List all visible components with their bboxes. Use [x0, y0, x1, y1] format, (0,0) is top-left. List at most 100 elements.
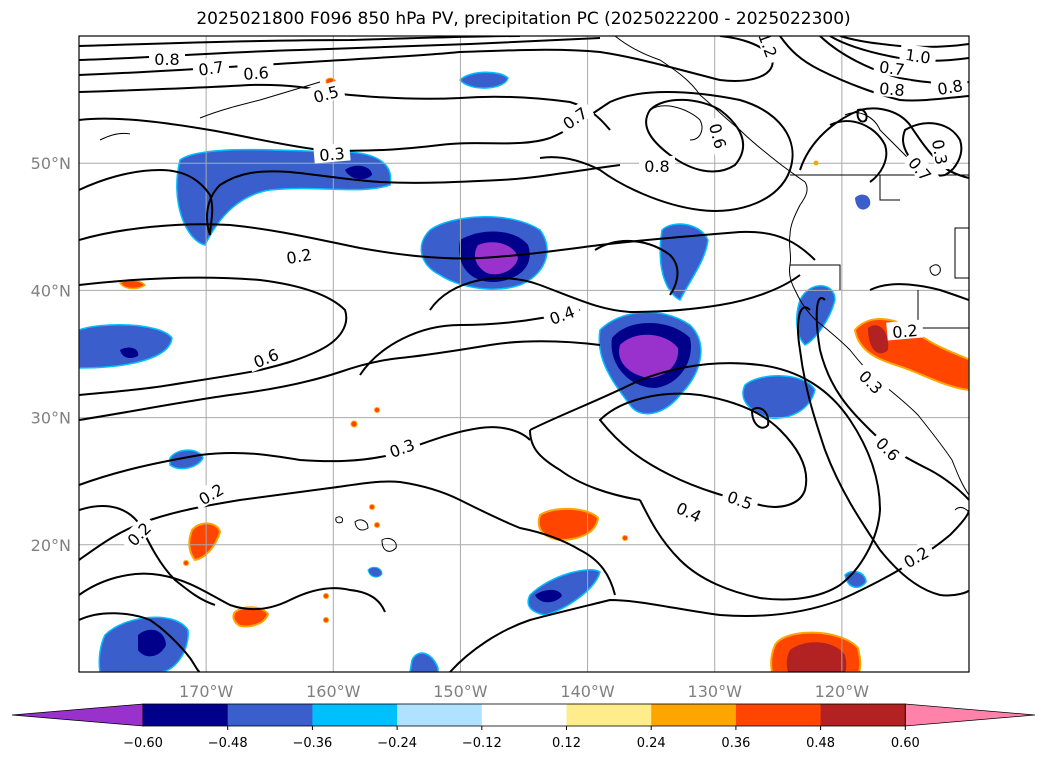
colorbar-tick-label: 0.48	[806, 736, 835, 751]
colorbar-tick-label: −0.24	[377, 736, 417, 751]
colorbar-extend-max	[904, 703, 1036, 727]
colorbar-tick-label: −0.36	[292, 736, 332, 751]
colorbar-segment	[397, 704, 483, 726]
contour-label: 0.8	[644, 157, 669, 176]
precip-area	[474, 242, 518, 275]
colorbar-segment	[227, 704, 313, 726]
contour-label-bg	[895, 539, 936, 573]
contour-label-bg	[245, 341, 286, 373]
colorbar-segment	[566, 704, 652, 726]
coastline	[649, 105, 703, 141]
map-frame	[78, 35, 970, 673]
precip-area	[323, 617, 329, 623]
contour-label-bg	[554, 99, 595, 135]
contour-label-bg	[720, 484, 761, 514]
precip-area	[409, 652, 439, 672]
contour-label-bg	[886, 319, 924, 341]
pv-contour	[856, 108, 868, 123]
contour-label-bg	[902, 148, 940, 188]
contour-label: 0.8	[154, 50, 179, 69]
precip-area	[622, 535, 628, 541]
pv-contour	[79, 505, 216, 606]
contour-label-bg	[873, 55, 912, 79]
graticule	[79, 36, 969, 672]
coastline	[381, 537, 397, 552]
pv-contour	[79, 612, 201, 672]
precip-shading-positive	[118, 77, 969, 672]
pv-contour	[797, 306, 969, 597]
contour-label: 0.3	[928, 138, 951, 166]
lon-tick-label: 160°W	[306, 682, 361, 701]
lat-tick-label: 20°N	[31, 536, 71, 555]
lon-tick-label: 170°W	[179, 682, 234, 701]
precip-area	[458, 71, 509, 89]
precip-area	[527, 569, 601, 616]
colorbar-tick-labels: −0.60 −0.48 −0.36 −0.24 −0.12 0.12 0.24 0.36 0.4…	[123, 736, 920, 751]
colorbar	[11, 703, 1036, 730]
colorbar-tick-label: 0.24	[637, 736, 666, 751]
contour-label-bg	[279, 243, 319, 268]
colorbar-tick-label: 0.36	[721, 736, 750, 751]
pv-contour	[799, 107, 969, 179]
lon-tick-label: 140°W	[560, 682, 615, 701]
contour-label-bg	[237, 61, 275, 83]
contour-label-bg	[381, 432, 422, 462]
contour-label-bg	[754, 36, 784, 65]
pv-contour	[79, 83, 611, 131]
coastline	[99, 132, 131, 141]
precip-area	[183, 560, 189, 566]
contour-label: 0.6	[243, 63, 270, 84]
lat-tick-label: 30°N	[31, 409, 71, 428]
colorbar-tick-label: −0.60	[123, 736, 163, 751]
contour-label: 0.7	[197, 57, 225, 79]
coastline	[790, 264, 841, 290]
precip-area	[188, 522, 222, 562]
contour-label-bg	[191, 55, 230, 79]
pv-contour	[598, 392, 808, 508]
lon-tick-label: 130°W	[688, 682, 743, 701]
colorbar-segment	[312, 704, 398, 726]
lat-tick-label: 50°N	[31, 154, 71, 173]
precip-area	[169, 449, 204, 470]
precip-area	[176, 148, 392, 246]
coastline	[879, 175, 900, 201]
precip-area	[367, 566, 383, 578]
colorbar-extend-min	[11, 703, 144, 727]
colorbar-segment	[481, 704, 567, 726]
contour-label: 0.8	[936, 76, 964, 99]
precip-area	[323, 593, 329, 599]
pv-contour	[869, 283, 969, 301]
pv-contour	[429, 274, 801, 314]
contour-label-bg	[149, 49, 185, 67]
coastline	[750, 406, 770, 429]
contour-label-bg	[639, 156, 675, 174]
pv-contour	[79, 572, 386, 613]
contour-label-bg	[928, 132, 953, 172]
pv-contour	[79, 164, 621, 236]
lat-tick-label: 40°N	[31, 281, 71, 300]
precip-area	[120, 347, 139, 358]
contour-label: 0.8	[878, 79, 905, 100]
coastline	[354, 519, 369, 531]
coastline	[929, 264, 941, 276]
contour-label: 0.2	[892, 321, 919, 342]
precip-area	[374, 407, 380, 413]
lon-tick-label: 150°W	[433, 682, 488, 701]
contour-label-bg	[541, 299, 582, 329]
precip-area	[855, 194, 871, 210]
colorbar-outline	[142, 703, 906, 727]
precip-area	[659, 223, 709, 302]
precip-area	[786, 642, 847, 672]
pv-contour	[79, 276, 348, 396]
pv-contour	[902, 122, 963, 177]
colorbar-segment	[735, 704, 822, 726]
precip-area	[868, 325, 889, 354]
colorbar-segment	[143, 704, 229, 726]
contour-label-bg	[190, 476, 231, 510]
pv-contour	[79, 91, 794, 212]
precip-area	[345, 165, 372, 180]
contour-label-bg	[119, 514, 158, 553]
pv-contour	[79, 426, 531, 486]
precip-area	[374, 522, 380, 528]
